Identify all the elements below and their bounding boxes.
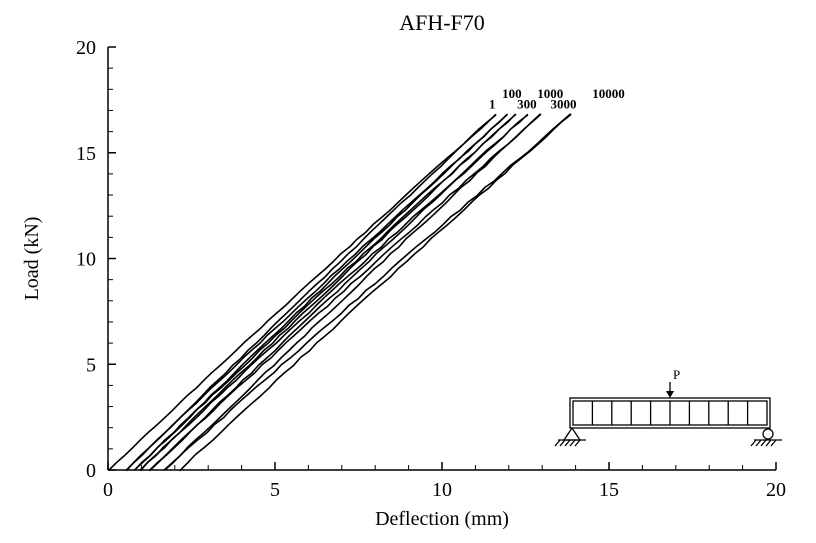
y-tick-label: 10 [76, 249, 96, 271]
y-axis-label: Load (kN) [21, 217, 43, 301]
loop-3000 [150, 114, 541, 470]
cycle-labels: 11003001000300010000 [489, 86, 625, 112]
cycle-label-3000: 3000 [551, 96, 577, 111]
cycle-label-1: 1 [489, 96, 496, 111]
x-tick-label: 20 [766, 479, 786, 501]
x-axis-label: Deflection (mm) [375, 508, 509, 530]
loop-1 [109, 115, 496, 471]
x-tick-label: 15 [599, 479, 619, 501]
chart-title: AFH-F70 [399, 10, 485, 35]
y-tick-label: 20 [76, 37, 96, 59]
y-tick-label: 0 [86, 460, 96, 482]
diagram-load-label: P [673, 367, 680, 382]
loop-300 [135, 114, 516, 470]
loop-100 [126, 115, 507, 471]
beam-diagram: P [555, 367, 782, 446]
y-tick-label: 15 [76, 143, 96, 165]
x-tick-label: 10 [432, 479, 452, 501]
chart-container: { "title": "AFH-F70", "title_fontsize": … [0, 0, 816, 543]
loop-1000 [140, 115, 527, 471]
y-tick-label: 5 [86, 354, 96, 376]
load-deflection-chart: 0510152005101520 11003001000300010000 AF… [0, 0, 816, 543]
loop-10000 [165, 114, 571, 470]
axes: 0 5 10 15 20 0 5 10 15 20 [76, 37, 786, 501]
cycle-label-10000: 10000 [592, 86, 625, 101]
hysteresis-loops [109, 114, 571, 470]
x-tick-label: 0 [103, 479, 113, 501]
x-tick-label: 5 [270, 479, 280, 501]
cycle-label-300: 300 [517, 96, 537, 111]
